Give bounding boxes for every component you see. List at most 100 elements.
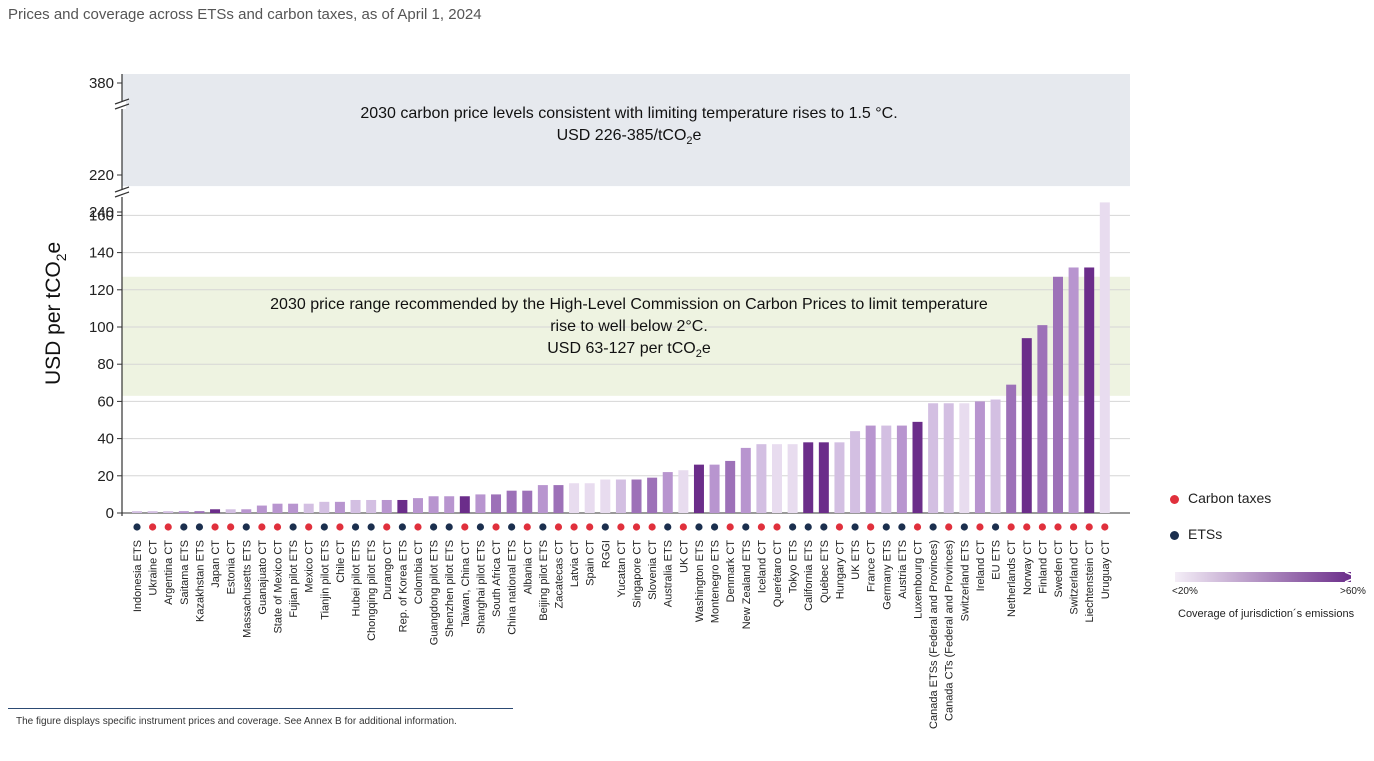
instrument-dot xyxy=(632,523,641,531)
band-annotations: 2030 carbon price levels consistent with… xyxy=(270,105,988,360)
bar xyxy=(600,479,611,513)
y-tick-label: 220 xyxy=(89,167,114,184)
x-tick-label: Canada CTs (Federal and Provinces) xyxy=(944,540,956,721)
x-tick-label: Australia ETS xyxy=(663,540,675,607)
bar xyxy=(272,503,283,513)
instrument-dot xyxy=(258,523,266,531)
bar xyxy=(256,505,267,513)
x-tick-label: Indonesia ETS xyxy=(132,540,144,612)
bar xyxy=(412,498,423,513)
instrument-dot xyxy=(554,523,563,531)
x-tick-label: Hungary CT xyxy=(834,540,846,600)
bar xyxy=(553,485,564,513)
red-dot-icon xyxy=(1170,494,1179,504)
x-tick-label: Tokyo ETS xyxy=(788,540,800,593)
instrument-dot xyxy=(710,523,719,531)
chart-title: Prices and coverage across ETSs and carb… xyxy=(8,6,482,23)
instrument-dot xyxy=(305,523,313,531)
x-tick-label: Montenegro ETS xyxy=(710,540,722,623)
instrument-dot xyxy=(523,523,531,531)
instrument-dot xyxy=(960,523,968,531)
bar xyxy=(303,503,314,513)
y-tick-label: 20 xyxy=(97,468,114,485)
instrument-dot xyxy=(586,523,594,531)
ramp-high-label: >60% xyxy=(1340,586,1366,597)
upper-band-text: USD 226-385/tCO2e xyxy=(557,127,702,147)
instrument-dot xyxy=(149,523,157,531)
lower-band-text: 2030 price range recommended by the High… xyxy=(270,296,988,313)
lower-band-text: rise to well below 2°C. xyxy=(550,318,708,335)
instrument-dot xyxy=(695,523,703,531)
upper-band xyxy=(122,74,1130,187)
instrument-dot xyxy=(351,523,360,531)
bar xyxy=(928,403,939,513)
instrument-dot xyxy=(617,523,625,531)
x-tick-label: Slovenia CT xyxy=(647,540,659,600)
bar xyxy=(740,447,751,513)
x-tick-label: Querétaro CT xyxy=(772,540,784,608)
ramp-low-label: <20% xyxy=(1172,586,1198,597)
bar xyxy=(1084,267,1095,513)
bar xyxy=(334,501,345,513)
bar xyxy=(506,490,517,513)
bar xyxy=(397,499,408,513)
bar xyxy=(990,399,1001,513)
instrument-dot xyxy=(726,523,734,531)
instrument-dot xyxy=(367,523,375,531)
instrument-dot xyxy=(227,523,235,531)
x-tick-label: Guanajuato CT xyxy=(257,540,269,615)
bar xyxy=(615,479,626,513)
x-tick-label: Sweden CT xyxy=(1053,540,1065,598)
axis-break-mark xyxy=(114,103,130,110)
x-tick-label: Guangdong pilot ETS xyxy=(429,540,441,645)
x-tick-label: Iceland CT xyxy=(756,540,768,593)
bar xyxy=(943,403,954,513)
lower-band xyxy=(122,276,1130,396)
instrument-dot xyxy=(1038,523,1046,531)
reference-bands xyxy=(122,74,1130,396)
instrument-dot xyxy=(648,523,656,531)
instrument-dot xyxy=(508,523,516,531)
x-tick-label: Albania CT xyxy=(522,540,534,595)
x-tick-label: EU ETS xyxy=(991,540,1003,580)
bar xyxy=(459,496,470,513)
instrument-dot xyxy=(273,523,282,531)
instrument-dot xyxy=(1007,523,1015,531)
x-tick-label: Switzerland ETS xyxy=(959,540,971,621)
bar xyxy=(522,490,533,513)
instrument-dot xyxy=(289,523,297,531)
bar xyxy=(1021,338,1032,513)
lower-band-text: USD 63-127 per tCO2e xyxy=(547,340,711,360)
instrument-dot xyxy=(383,523,391,531)
axis-break-mark xyxy=(114,191,130,198)
x-tick-label: Chile CT xyxy=(335,540,347,583)
bars xyxy=(132,202,1110,513)
instrument-dot xyxy=(492,523,500,531)
bar xyxy=(584,483,595,513)
footnote-divider xyxy=(8,708,513,709)
bar xyxy=(1006,384,1017,513)
bar xyxy=(366,499,377,513)
x-tick-label: UK ETS xyxy=(850,540,862,580)
x-tick-label: Beijing pilot ETS xyxy=(538,540,550,621)
y-tick-label: 380 xyxy=(89,75,114,92)
instrument-dot xyxy=(211,523,219,531)
x-tick-label: Shenzhen pilot ETS xyxy=(444,540,456,637)
y-tick-label: 60 xyxy=(97,393,114,410)
x-tick-label: Luxembourg CT xyxy=(913,540,925,619)
y-tick-label: 140 xyxy=(89,245,114,262)
instrument-dot xyxy=(398,523,406,531)
bar xyxy=(1052,276,1063,513)
x-tick-label: Liechtenstein CT xyxy=(1084,540,1096,623)
instrument-dot xyxy=(1101,523,1109,531)
bar xyxy=(241,509,252,513)
x-tick-label: Colombia CT xyxy=(413,540,425,604)
navy-dot-icon xyxy=(1170,530,1179,540)
instrument-dot xyxy=(336,523,344,531)
instrument-type-dots xyxy=(133,523,1109,531)
x-tick-label: Zacatecas CT xyxy=(553,540,565,609)
x-tick-label: Québec ETS xyxy=(819,540,831,603)
x-tick-label: Fujian pilot ETS xyxy=(288,540,300,618)
bar xyxy=(912,421,923,513)
